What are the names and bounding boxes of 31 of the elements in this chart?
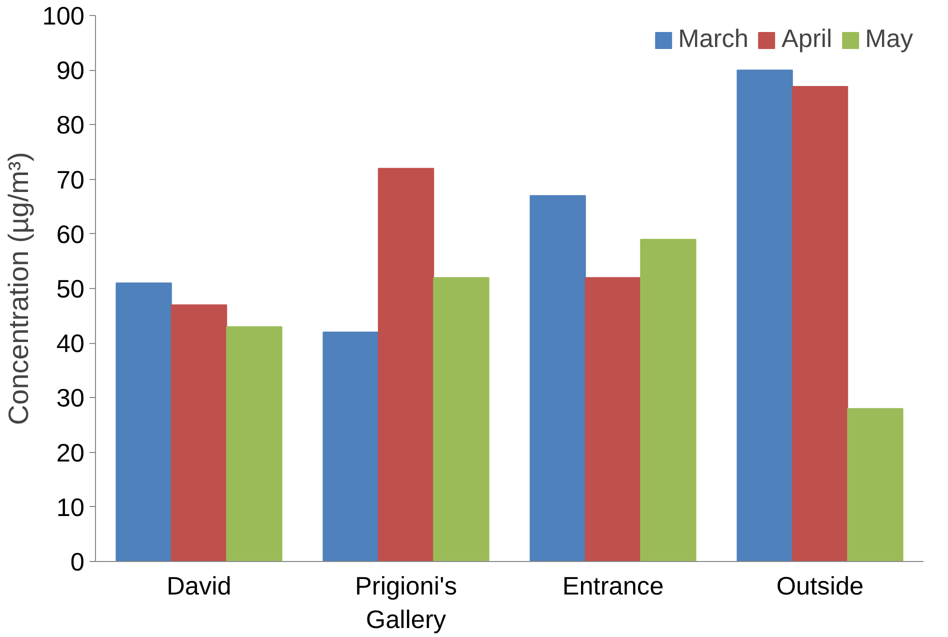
bar (226, 326, 282, 562)
x-tick-label: Prigioni's Gallery (355, 572, 457, 634)
y-tick-label: 0 (70, 548, 85, 576)
y-tick-label: 30 (56, 384, 85, 413)
bar (847, 408, 904, 562)
bar (378, 168, 434, 562)
x-tick-label: David (166, 572, 232, 600)
x-tick-label: Entrance (562, 572, 664, 600)
y-tick-label: 10 (56, 494, 85, 522)
bar (640, 238, 696, 562)
bar (322, 332, 379, 562)
x-tick-label: Outside (776, 572, 864, 600)
bar (530, 195, 586, 562)
y-tick-label: 20 (56, 439, 85, 468)
y-tick-label: 40 (56, 330, 85, 358)
y-tick-label: 80 (56, 112, 85, 140)
bar (792, 86, 848, 562)
y-tick-label: 70 (56, 166, 85, 194)
legend-label: May (865, 25, 913, 54)
legend-label: March (678, 25, 748, 54)
y-tick-label: 90 (56, 57, 85, 86)
y-tick-label: 100 (42, 2, 85, 30)
bar (736, 70, 793, 562)
bar (433, 277, 490, 562)
y-axis-title: Concentration (µg/m³) (3, 152, 34, 425)
y-tick-label: 60 (56, 220, 85, 249)
bar (170, 304, 228, 562)
legend-label: April (781, 25, 832, 54)
bar (584, 277, 642, 562)
bar (116, 282, 172, 562)
y-tick-label: 50 (56, 276, 85, 304)
